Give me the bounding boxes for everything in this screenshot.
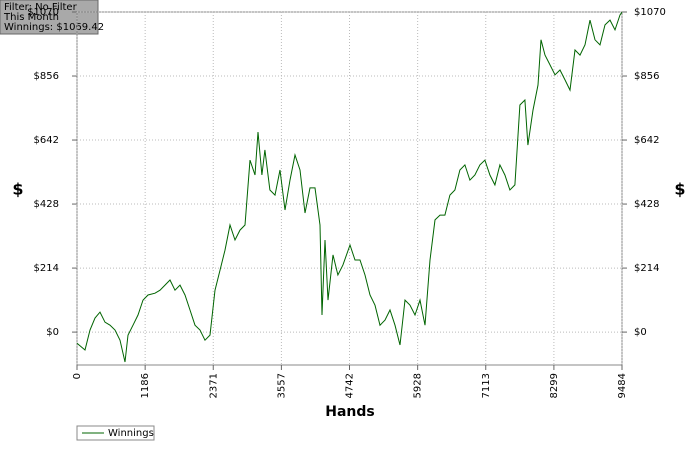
info-box: [0, 0, 99, 35]
y2-tick-label: $214: [634, 263, 659, 274]
y2-axis-label: $: [674, 180, 685, 199]
x-tick-label: 9484: [617, 373, 628, 398]
y2-tick-label: $856: [634, 71, 659, 82]
y2-tick-label: $428: [634, 199, 659, 210]
x-tick-label: 4742: [345, 373, 356, 398]
y2-tick-label: $1070: [634, 7, 666, 18]
y2-tick-label: $0: [634, 327, 647, 338]
line-series: [76, 11, 623, 363]
y-tick-label: $1070: [27, 7, 59, 18]
x-tick-label: 5928: [413, 373, 424, 398]
x-tick-label: 1186: [140, 373, 151, 398]
info-period: This Month: [3, 12, 59, 23]
y-tick-label: $214: [34, 263, 59, 274]
y-tick-label: $642: [34, 135, 59, 146]
y-tick-label: $0: [46, 327, 59, 338]
legend-label: Winnings: [108, 428, 154, 439]
x-tick-label: 7113: [481, 373, 492, 398]
x-axis-label: Hands: [325, 404, 375, 420]
x-tick-label: 8299: [549, 373, 560, 398]
legend: [76, 425, 155, 441]
y-tick-label: $856: [34, 71, 59, 82]
info-winnings: Winnings: $1069.42: [4, 22, 104, 33]
x-tick-label: 3557: [276, 373, 287, 398]
y-axis-label: $: [12, 180, 23, 199]
x-tick-label: 0: [72, 373, 83, 379]
info-filter: Filter: No Filter: [4, 2, 78, 13]
x-tick-label: 2371: [208, 373, 219, 398]
y2-tick-label: $642: [634, 135, 659, 146]
y-tick-label: $428: [34, 199, 59, 210]
